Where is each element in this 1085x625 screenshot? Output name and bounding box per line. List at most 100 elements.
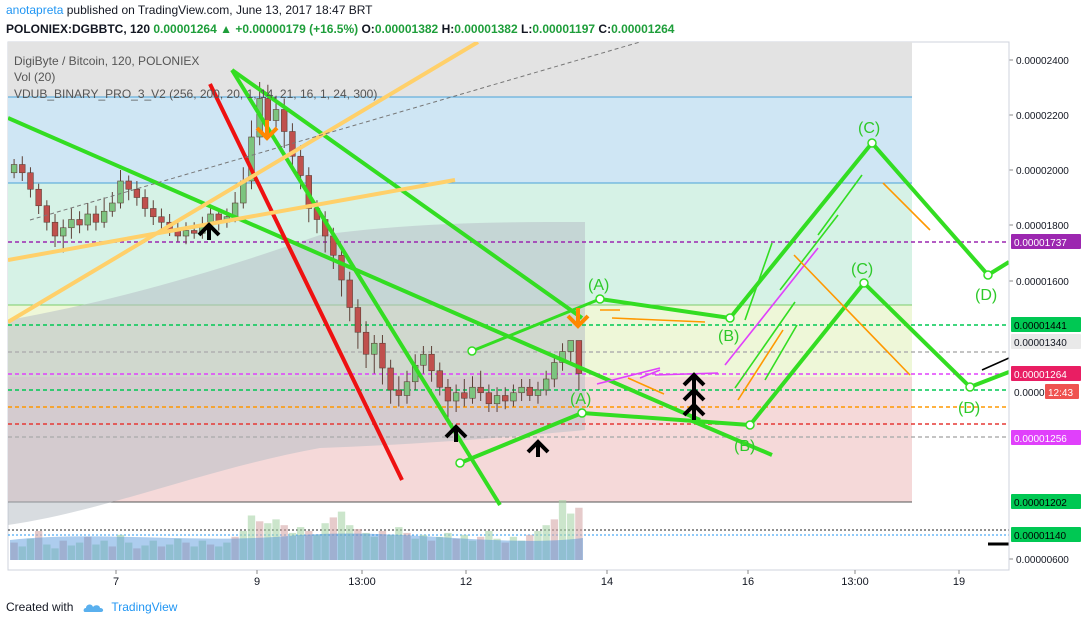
- close-value: 0.00001264: [611, 22, 675, 36]
- candle: [452, 384, 460, 412]
- volume-bar: [550, 519, 559, 560]
- volume-bar: [165, 544, 174, 560]
- candle: [526, 379, 533, 401]
- volume-bar: [264, 523, 272, 560]
- candle: [395, 376, 402, 407]
- volume-bar: [239, 530, 247, 560]
- candle: [27, 167, 34, 198]
- tradingview-logo-icon: [83, 603, 104, 612]
- legend-volume: Vol (20): [14, 70, 55, 84]
- wave-label-D-upper: (D): [975, 287, 997, 304]
- candle: [100, 197, 108, 228]
- high-value: 0.00001382: [454, 22, 518, 36]
- price-label: 0.0000: [1011, 384, 1045, 399]
- volume-bar: [84, 536, 92, 560]
- candle: [117, 170, 124, 209]
- candle: [420, 346, 427, 374]
- wave-label-C-upper: (C): [858, 120, 880, 137]
- volume-bar: [67, 545, 76, 560]
- candle: [84, 203, 91, 231]
- volume-bar: [411, 538, 419, 560]
- volume-bar: [75, 542, 84, 560]
- volume-bar: [141, 545, 149, 560]
- price-label-text: 0.00001256: [1014, 434, 1067, 445]
- author-link[interactable]: anotapreta: [6, 3, 64, 17]
- volume-bar: [337, 511, 346, 560]
- candle: [518, 379, 525, 401]
- volume-bar: [444, 532, 452, 560]
- candle: [387, 359, 394, 404]
- candle: [92, 205, 100, 231]
- price-label: 0.00001264: [1011, 366, 1081, 381]
- change-arrow-icon: ▲: [220, 22, 233, 36]
- candle: [403, 370, 411, 404]
- candle: [338, 247, 345, 297]
- volume-bar: [386, 534, 395, 560]
- tradingview-link[interactable]: TradingView: [111, 600, 178, 614]
- published-text: published on TradingView.com, June 13, 2…: [66, 3, 373, 17]
- volume-bar: [100, 540, 108, 560]
- volume-bar: [493, 538, 501, 560]
- candle: [371, 335, 378, 374]
- volume-bar: [59, 540, 67, 560]
- y-tick-label: 0.00002200: [1016, 111, 1069, 122]
- volume-bar: [534, 530, 542, 560]
- candle: [125, 175, 132, 201]
- trendline-yellow-1: [8, 178, 456, 262]
- volume-bar: [419, 534, 428, 560]
- volume-bar: [34, 530, 43, 560]
- open-value: 0.00001382: [374, 22, 439, 36]
- candle: [493, 387, 501, 412]
- volume-bar: [517, 540, 526, 560]
- volume-bar: [362, 532, 370, 560]
- candle: [76, 211, 83, 234]
- volume-bar: [174, 538, 182, 560]
- high-label: H:: [441, 22, 455, 36]
- wave-label-D-lower: (D): [958, 400, 980, 417]
- candle: [362, 321, 370, 368]
- volume-bar: [542, 525, 550, 560]
- volume-bar: [403, 532, 411, 560]
- candle: [469, 376, 476, 404]
- volume-bar: [223, 542, 231, 560]
- close-label: C:: [598, 22, 612, 36]
- price-label: 0.00001340: [1011, 334, 1081, 349]
- volume-bar: [133, 548, 141, 560]
- candle: [379, 335, 386, 385]
- legend-symbol: DigiByte / Bitcoin, 120, POLONIEX: [14, 54, 199, 68]
- candle: [133, 181, 141, 206]
- price-label-text: 0.00001340: [1014, 338, 1067, 349]
- candle: [150, 200, 157, 225]
- wave-A-B-lower: [581, 411, 751, 427]
- wave-C-D-lower: [862, 281, 972, 389]
- x-tick-label: 19: [953, 576, 965, 588]
- price-label-text: 0.00001264: [1014, 370, 1067, 381]
- wave-label-A-upper: (A): [588, 277, 609, 294]
- created-with-text: Created with: [6, 600, 74, 614]
- wave-label-C-lower: (C): [851, 261, 873, 278]
- volume-bar: [378, 530, 387, 560]
- y-tick-label: 0.00000600: [1016, 555, 1069, 566]
- volume-bar: [476, 536, 485, 560]
- trendline-A-B: [599, 297, 731, 320]
- volume-bar: [567, 513, 575, 560]
- last-price: 0.00001264: [153, 22, 217, 36]
- volume-bar: [313, 534, 321, 560]
- volume-bar: [198, 540, 207, 560]
- candle: [68, 208, 75, 239]
- volume-bar: [18, 546, 26, 560]
- candle: [354, 299, 362, 349]
- candle: [35, 183, 42, 214]
- volume-bar: [288, 532, 297, 560]
- candle: [158, 208, 165, 231]
- y-tick-label: 0.00002000: [1016, 166, 1069, 177]
- volume-bar: [116, 534, 125, 560]
- volume-bar: [346, 525, 354, 560]
- candle: [551, 354, 558, 388]
- volume-bar: [255, 521, 264, 560]
- candle: [346, 271, 353, 322]
- publish-header: anotapreta published on TradingView.com,…: [6, 3, 373, 17]
- zone-blue: [8, 97, 912, 183]
- price-change: +0.00000179 (+16.5%): [235, 22, 359, 36]
- volume-bar: [485, 530, 493, 560]
